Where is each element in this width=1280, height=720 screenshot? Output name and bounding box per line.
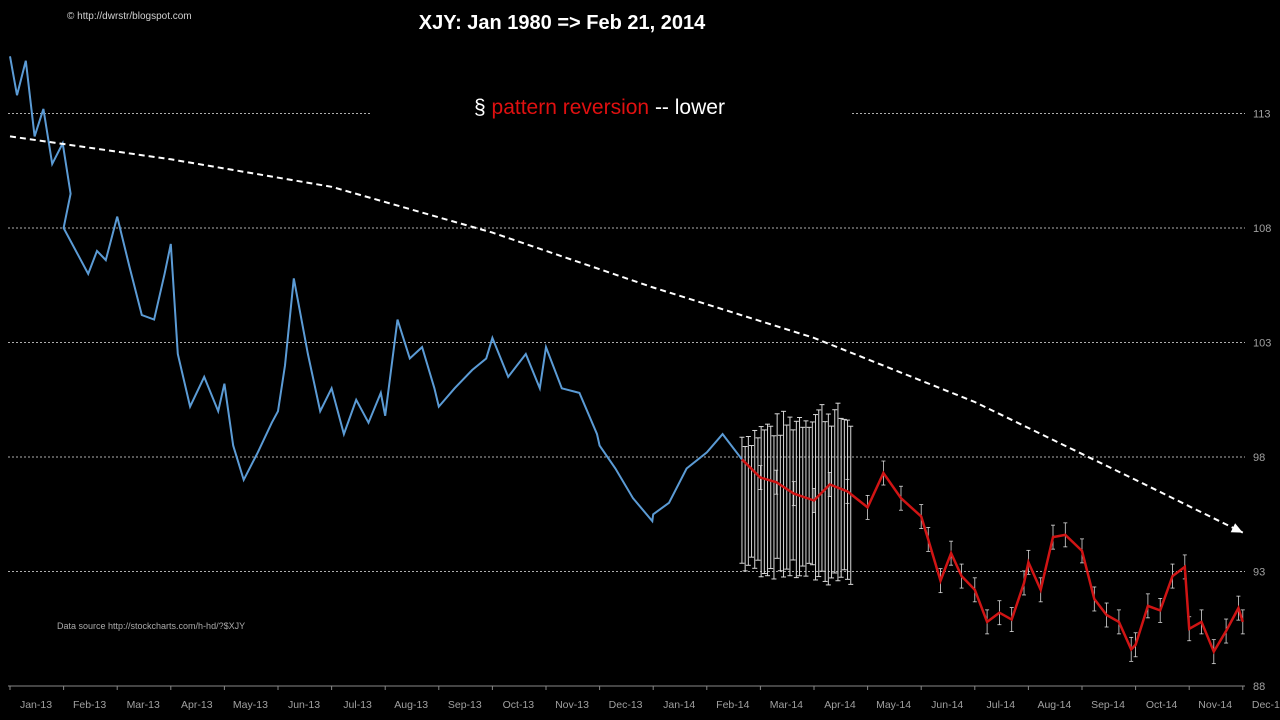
x-tick-label: Oct-14: [1146, 699, 1178, 711]
y-tick-label: 113: [1253, 109, 1271, 121]
subtitle-suffix: -- lower: [649, 96, 725, 119]
x-tick-label: May-14: [876, 699, 911, 711]
x-tick-labels: Jan-13 Feb-13 Mar-13 Apr-13 May-13 Jun-13 Jul-…: [9, 686, 1280, 711]
x-tick-label: May-13: [233, 699, 268, 711]
x-tick-label: Jun-14: [931, 699, 963, 711]
x-tick-label: Jun-13: [288, 699, 320, 711]
x-tick-label: Feb-13: [73, 699, 106, 711]
uncertainty-error-bars: [739, 402, 854, 586]
data-source-text: Data source http://stockcharts.com/h-hd/…: [57, 621, 246, 631]
chart-title: XJY: Jan 1980 => Feb 21, 2014: [418, 12, 706, 34]
x-tick-label: Sep-13: [448, 699, 482, 711]
subtitle-accent: pattern reversion: [491, 96, 650, 119]
x-tick-label: Feb-14: [716, 699, 749, 711]
y-tick-label: 108: [1253, 223, 1271, 235]
chart-subtitle: § pattern reversion -- lower: [474, 96, 725, 120]
x-tick-label: Apr-13: [181, 699, 213, 711]
x-tick-label: Mar-13: [127, 699, 160, 711]
x-tick-label: Oct-13: [503, 699, 535, 711]
x-tick-label: Jan-13: [20, 699, 52, 711]
x-tick-label: Jan-14: [663, 699, 695, 711]
x-tick-label: Aug-13: [394, 699, 428, 711]
subtitle-prefix: §: [474, 96, 492, 119]
x-tick-label: Apr-14: [824, 699, 856, 711]
y-tick-label: 88: [1253, 681, 1265, 693]
y-tick-labels: 88 93 98 103 108 113: [1253, 109, 1271, 694]
y-tick-label: 93: [1253, 567, 1265, 579]
x-tick-label: Mar-14: [770, 699, 803, 711]
x-tick-label: Jul-14: [986, 699, 1015, 711]
projection-series-line: [741, 458, 1244, 655]
trend-arrow-head: [1230, 523, 1243, 533]
history-series-line: [9, 56, 743, 524]
trend-dashed-line: [9, 135, 1244, 534]
x-tick-label: Nov-13: [555, 699, 589, 711]
x-tick-label: Sep-14: [1091, 699, 1125, 711]
y-tick-label: 103: [1253, 338, 1271, 350]
x-tick-label: Jul-13: [343, 699, 372, 711]
x-tick-label: Nov-14: [1198, 699, 1232, 711]
y-tick-label: 98: [1253, 452, 1265, 464]
x-tick-label: Dec-14: [1252, 699, 1280, 711]
x-tick-label: Aug-14: [1037, 699, 1071, 711]
grid-lines: [8, 113, 1245, 572]
copyright-text: © http://dwrstr/blogspot.com: [67, 11, 192, 22]
x-tick-label: Dec-13: [609, 699, 643, 711]
